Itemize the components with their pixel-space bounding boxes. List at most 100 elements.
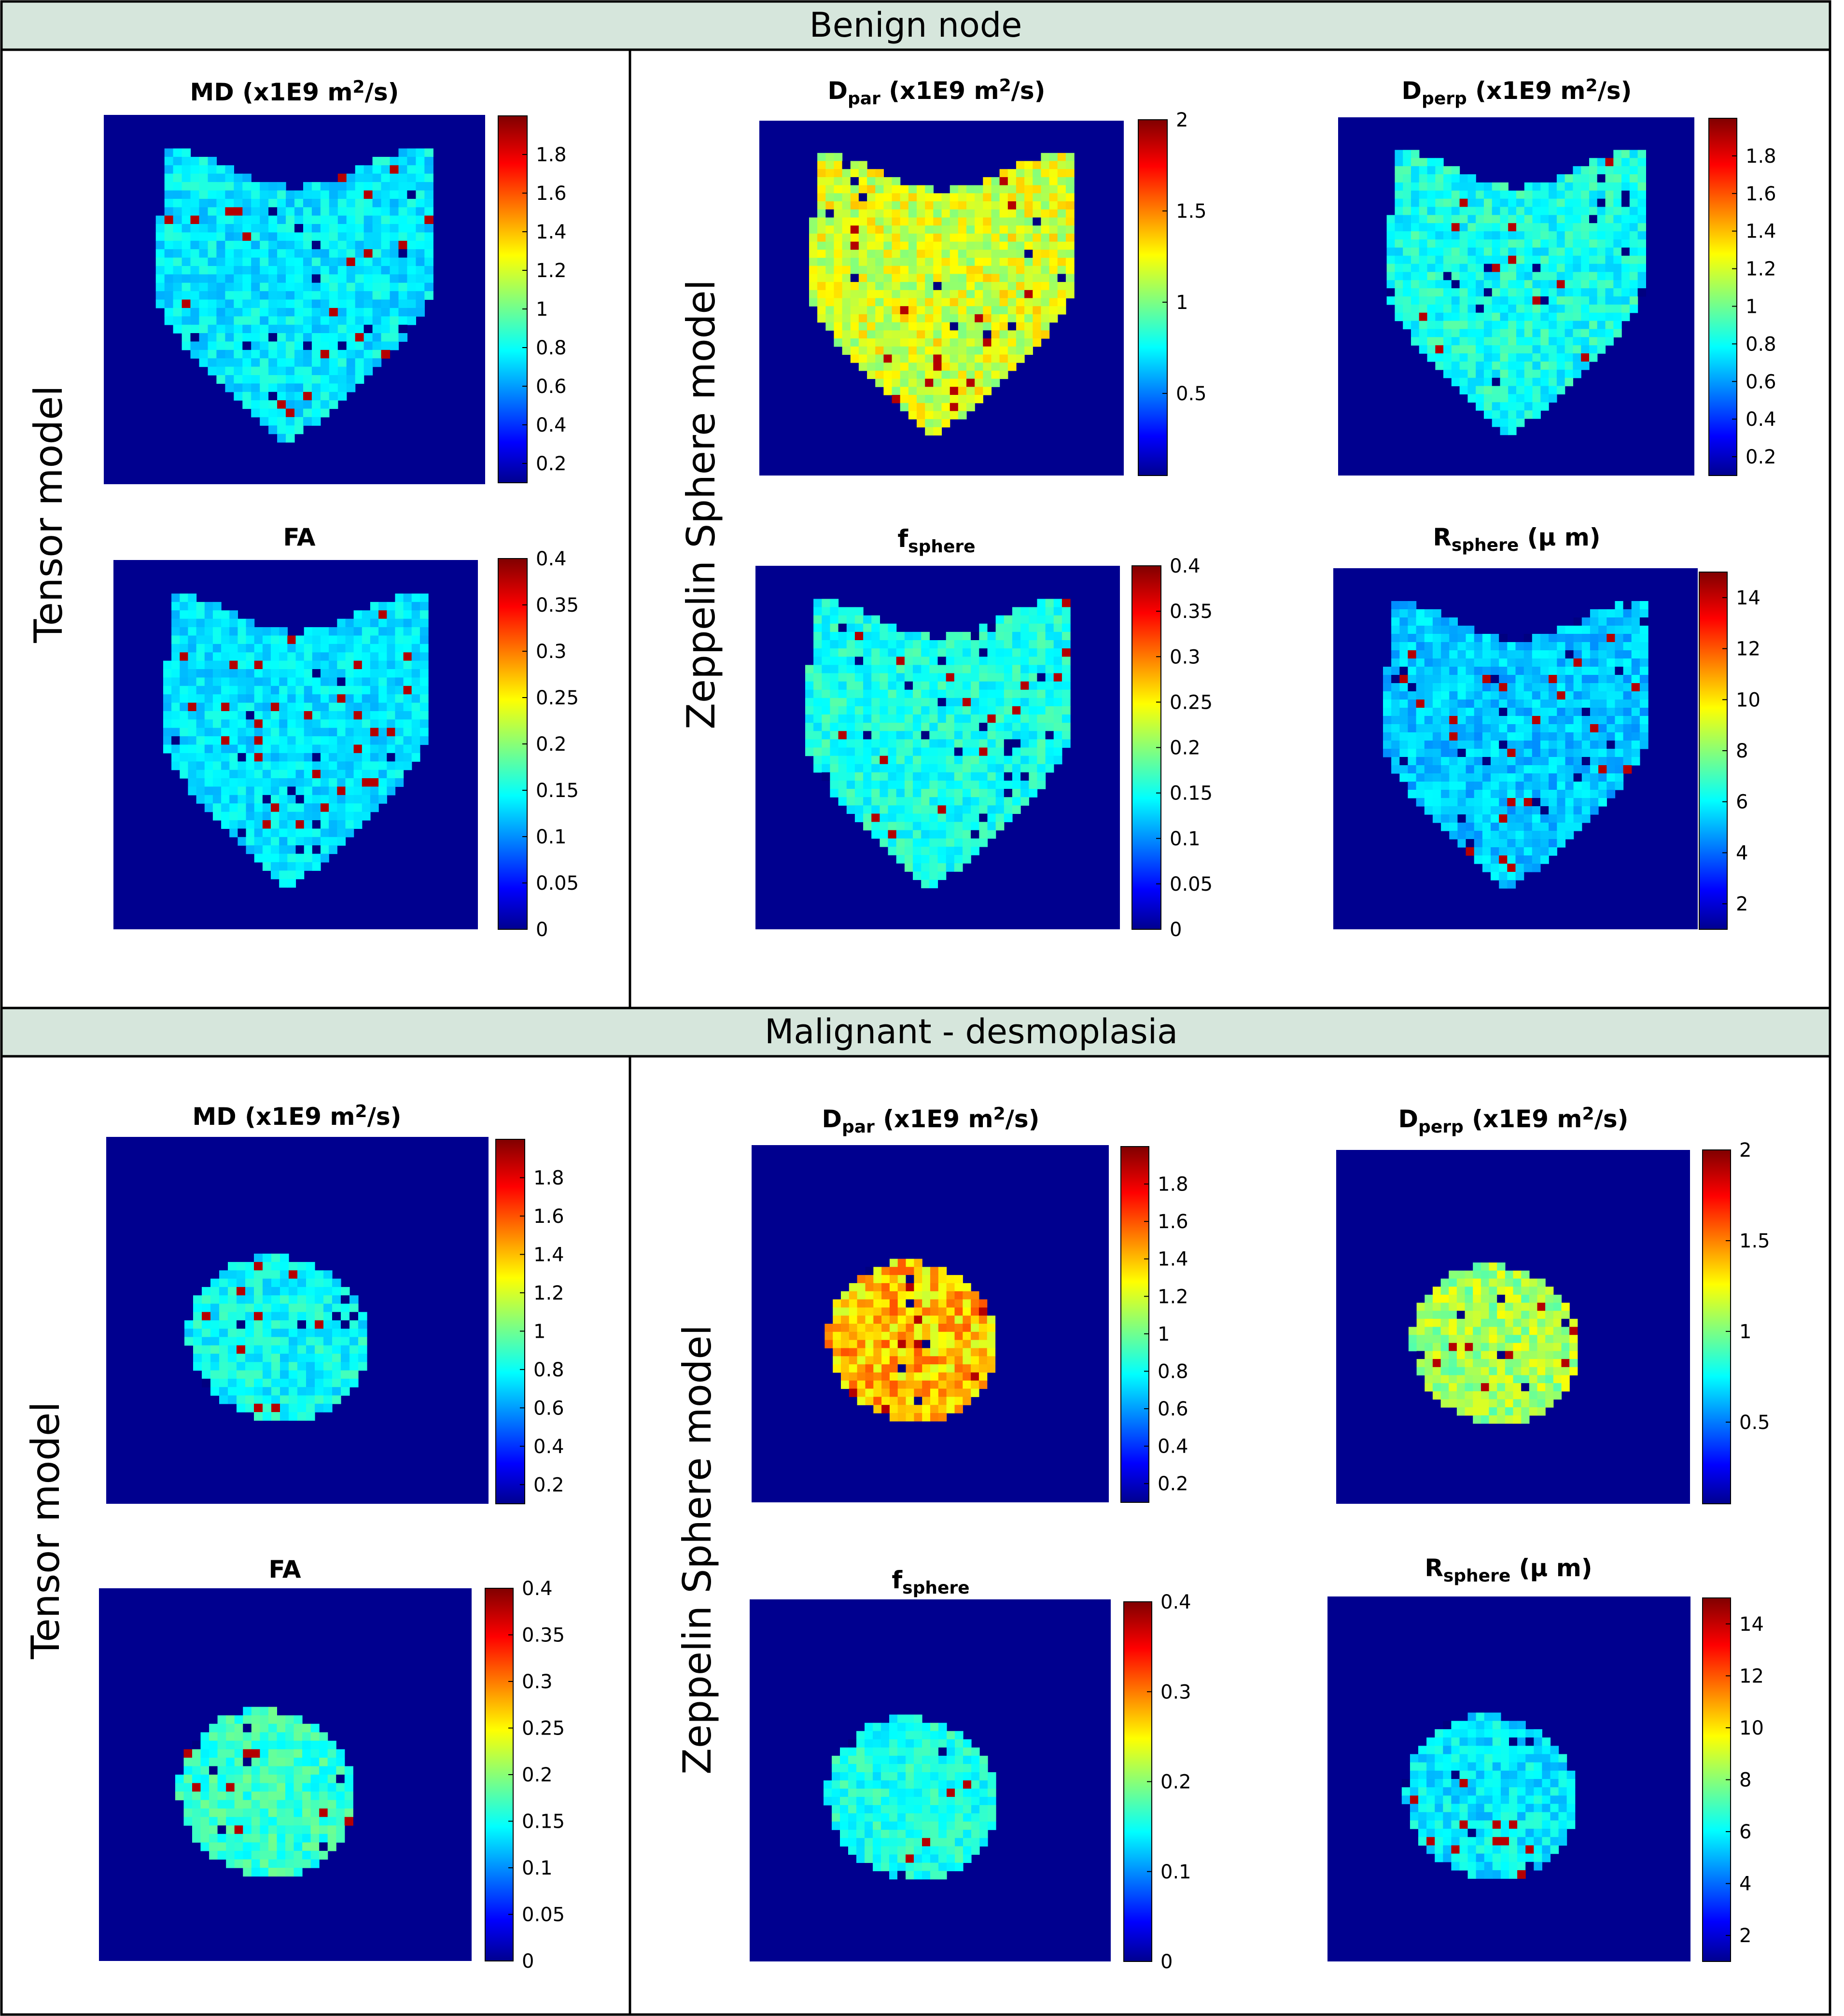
voxel	[1408, 667, 1417, 675]
voxel	[875, 363, 884, 371]
voxel	[262, 812, 271, 821]
voxel	[921, 731, 930, 740]
voxel	[277, 324, 286, 334]
voxel	[975, 322, 983, 331]
voxel	[329, 266, 338, 275]
voxel	[1639, 675, 1648, 684]
voxel	[387, 660, 396, 670]
voxel	[1045, 599, 1054, 608]
voxel	[212, 610, 222, 619]
voxel	[190, 173, 200, 182]
voxel	[320, 299, 330, 308]
voxel	[1540, 190, 1549, 199]
voxel	[164, 274, 174, 283]
voxel	[246, 778, 255, 787]
voxel	[286, 232, 295, 241]
voxel	[817, 250, 826, 258]
voxel	[979, 822, 988, 831]
voxel	[1597, 247, 1606, 256]
voxel	[809, 225, 818, 234]
voxel	[403, 702, 412, 712]
voxel	[303, 215, 312, 224]
voxel	[337, 660, 346, 670]
voxel	[1573, 304, 1581, 313]
voxel	[871, 681, 880, 690]
voxel	[958, 378, 967, 387]
voxel	[1540, 634, 1549, 643]
voxel	[830, 764, 839, 773]
voxel	[975, 201, 983, 210]
voxel	[975, 338, 983, 347]
voxel	[320, 190, 330, 199]
voxel	[875, 225, 884, 234]
voxel	[921, 756, 930, 765]
voxel	[337, 274, 347, 283]
voxel	[1500, 426, 1509, 435]
voxel	[838, 723, 847, 731]
voxel	[378, 786, 387, 796]
voxel	[1476, 361, 1484, 370]
voxel	[1012, 789, 1021, 798]
voxel	[1507, 741, 1516, 749]
voxel	[1515, 872, 1524, 881]
voxel	[1524, 231, 1533, 240]
voxel	[854, 731, 864, 740]
voxel	[1523, 823, 1533, 831]
voxel	[1041, 201, 1050, 210]
voxel	[190, 198, 200, 208]
voxel	[1623, 765, 1632, 774]
voxel	[987, 772, 996, 781]
voxel	[1598, 749, 1607, 757]
voxel	[262, 694, 271, 703]
voxel	[398, 249, 408, 258]
voxel	[321, 669, 329, 678]
voxel	[888, 789, 897, 798]
voxel	[1532, 361, 1541, 370]
voxel	[242, 207, 251, 216]
voxel	[329, 224, 338, 233]
voxel	[1557, 667, 1566, 675]
voxel	[1020, 607, 1029, 616]
voxel	[817, 298, 826, 307]
voxel	[1427, 158, 1436, 167]
voxel	[398, 232, 408, 241]
voxel	[1053, 747, 1062, 756]
voxel	[1024, 169, 1033, 178]
voxel	[190, 182, 200, 191]
voxel	[321, 753, 329, 762]
voxel	[1053, 599, 1062, 608]
voxel	[398, 207, 408, 216]
voxel	[1037, 723, 1046, 731]
voxel	[225, 383, 234, 392]
voxel	[378, 677, 387, 686]
voxel	[1020, 772, 1029, 781]
voxel	[834, 201, 843, 210]
voxel	[842, 282, 851, 291]
voxel	[850, 346, 859, 355]
voxel	[929, 805, 938, 814]
voxel	[216, 282, 225, 292]
voxel	[1589, 255, 1598, 265]
voxel	[346, 224, 356, 233]
voxel	[1523, 700, 1533, 708]
voxel	[337, 207, 347, 216]
voxel	[1065, 266, 1075, 274]
voxel	[846, 781, 855, 789]
voxel	[880, 689, 889, 699]
voxel	[1037, 665, 1046, 674]
voxel	[921, 846, 930, 855]
voxel	[1041, 177, 1050, 186]
voxel	[234, 350, 243, 359]
voxel	[1020, 615, 1029, 624]
voxel	[1024, 298, 1033, 307]
voxel	[416, 240, 425, 250]
voxel	[1523, 847, 1533, 856]
voxel	[854, 698, 864, 707]
voxel	[237, 660, 247, 670]
voxel	[1516, 198, 1525, 208]
voxel	[1565, 642, 1574, 651]
voxel	[1549, 708, 1557, 716]
voxel	[813, 657, 822, 665]
voxel	[1451, 321, 1460, 330]
